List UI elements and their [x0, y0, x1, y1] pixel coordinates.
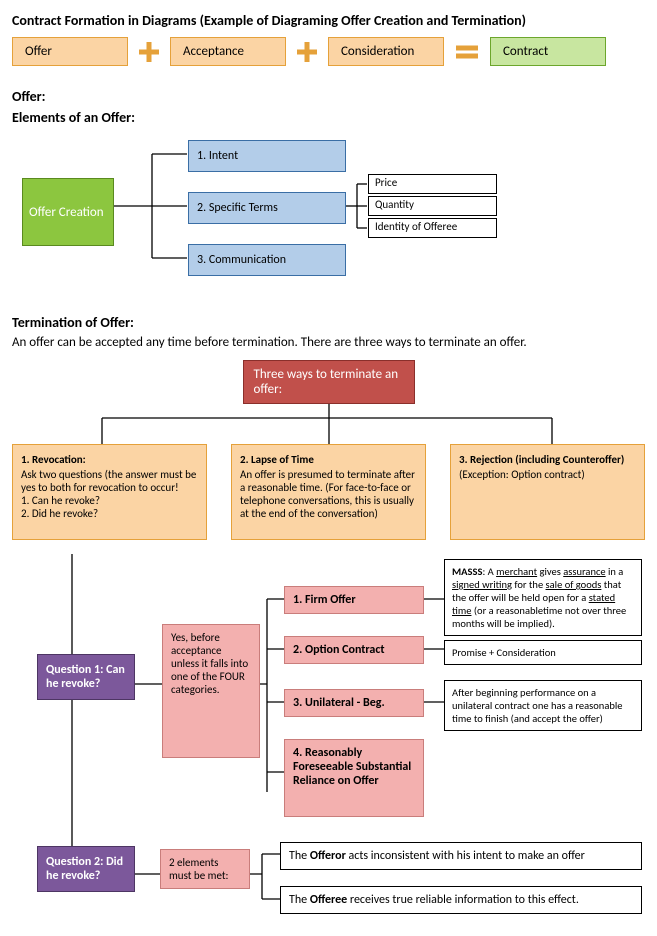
offer-creation-tree: Offer Creation 1. Intent 2. Specific Ter… — [12, 130, 645, 290]
termination-intro: An offer can be accepted any time before… — [12, 335, 645, 350]
cat-firm-offer: 1. Firm Offer — [284, 586, 424, 614]
elem-specific-terms: 2. Specific Terms — [188, 192, 346, 224]
plus-icon — [136, 39, 162, 65]
equals-icon — [452, 39, 482, 65]
q1-answer: Yes, before acceptance unless it falls i… — [162, 624, 260, 758]
elem-communication: 3. Communication — [188, 244, 346, 276]
termination-header: Termination of Offer: — [12, 314, 645, 331]
offer-creation-root: Offer Creation — [22, 178, 114, 246]
cat-reliance: 4. Reasonably Foreseeable Substantial Re… — [284, 739, 424, 817]
way2-body: An offer is presumed to terminate after … — [240, 468, 417, 520]
cat-option-contract: 2. Option Contract — [284, 636, 424, 664]
term-price: Price — [368, 174, 497, 194]
way2-title: 2. Lapse of Time — [240, 453, 417, 466]
offer-header: Offer: — [12, 88, 645, 105]
way3-title: 3. Rejection (including Counteroffer) — [459, 453, 636, 466]
note-option: Promise + Consideration — [444, 640, 642, 665]
plus-icon — [294, 39, 320, 65]
way1-body: Ask two questions (the answer must be ye… — [21, 468, 198, 520]
way-rejection: 3. Rejection (including Counteroffer) (E… — [450, 444, 645, 540]
elem-intent: 1. Intent — [188, 140, 346, 172]
way-revocation: 1. Revocation: Ask two questions (the an… — [12, 444, 207, 540]
eq-contract: Contract — [490, 37, 606, 66]
way3-body: (Exception: Option contract) — [459, 468, 636, 481]
note-unilateral: After beginning performance on a unilate… — [444, 680, 642, 731]
term-quantity: Quantity — [368, 196, 497, 216]
termination-diagram: Three ways to terminate an offer: 1. Rev… — [12, 360, 645, 924]
cat-unilateral: 3. Unilateral - Beg. — [284, 689, 424, 717]
question-2: Question 2: Did he revoke? — [37, 846, 135, 892]
q2-out-offeree: The Offeree receives true reliable infor… — [280, 886, 642, 914]
three-ways-box: Three ways to terminate an offer: — [243, 360, 415, 404]
term-identity: Identity of Offeree — [368, 218, 497, 238]
way-lapse: 2. Lapse of Time An offer is presumed to… — [231, 444, 426, 540]
eq-offer: Offer — [12, 37, 128, 66]
eq-consideration: Consideration — [328, 37, 444, 66]
question-1: Question 1: Can he revoke? — [37, 654, 135, 700]
offer-subheader: Elements of an Offer: — [12, 109, 645, 126]
q2-out-offeror: The Offeror acts inconsistent with his i… — [280, 842, 642, 870]
q2-answer: 2 elements must be met: — [160, 849, 250, 889]
equation-row: Offer Acceptance Consideration Contract — [12, 37, 645, 66]
way1-title: 1. Revocation: — [21, 453, 198, 466]
page-title: Contract Formation in Diagrams (Example … — [12, 12, 645, 29]
note-firm-offer: MASSS: A merchant gives assurance in a s… — [444, 559, 642, 636]
eq-acceptance: Acceptance — [170, 37, 286, 66]
